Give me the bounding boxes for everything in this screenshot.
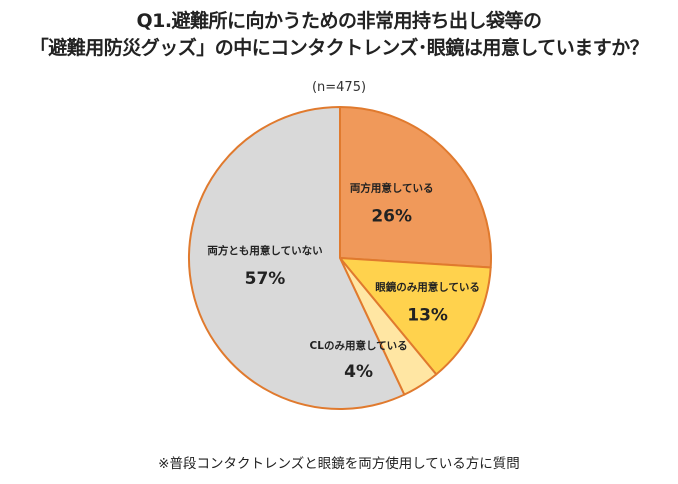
slice-value: 26% — [371, 206, 412, 226]
slice-label: 眼鏡のみ用意している — [375, 281, 480, 294]
sample-size: (n=475) — [311, 80, 367, 95]
title-line-1: Q1.避難所に向かうための非常用持ち出し袋等の — [136, 10, 542, 32]
pie-slice — [339, 257, 492, 376]
slice-label: CLのみ用意している — [310, 339, 408, 352]
slice-label: 両方用意している — [350, 181, 434, 194]
slice-label: 両方とも用意していない — [207, 244, 322, 257]
pie-slice — [339, 106, 492, 269]
chart-title: Q1.避難所に向かうための非常用持ち出し袋等の 「避難用防災グッズ」の中にコンタ… — [0, 8, 678, 62]
slice-value: 4% — [344, 362, 373, 382]
title-line-2: 「避難用防災グッズ」の中にコンタクトレンズ･眼鏡は用意していますか？ — [29, 37, 649, 59]
pie-slice — [188, 106, 406, 410]
slice-value: 13% — [407, 306, 448, 326]
slice-value: 57% — [245, 269, 286, 289]
footnote: ※普段コンタクトレンズと眼鏡を両方使用している方に質問 — [158, 456, 520, 472]
